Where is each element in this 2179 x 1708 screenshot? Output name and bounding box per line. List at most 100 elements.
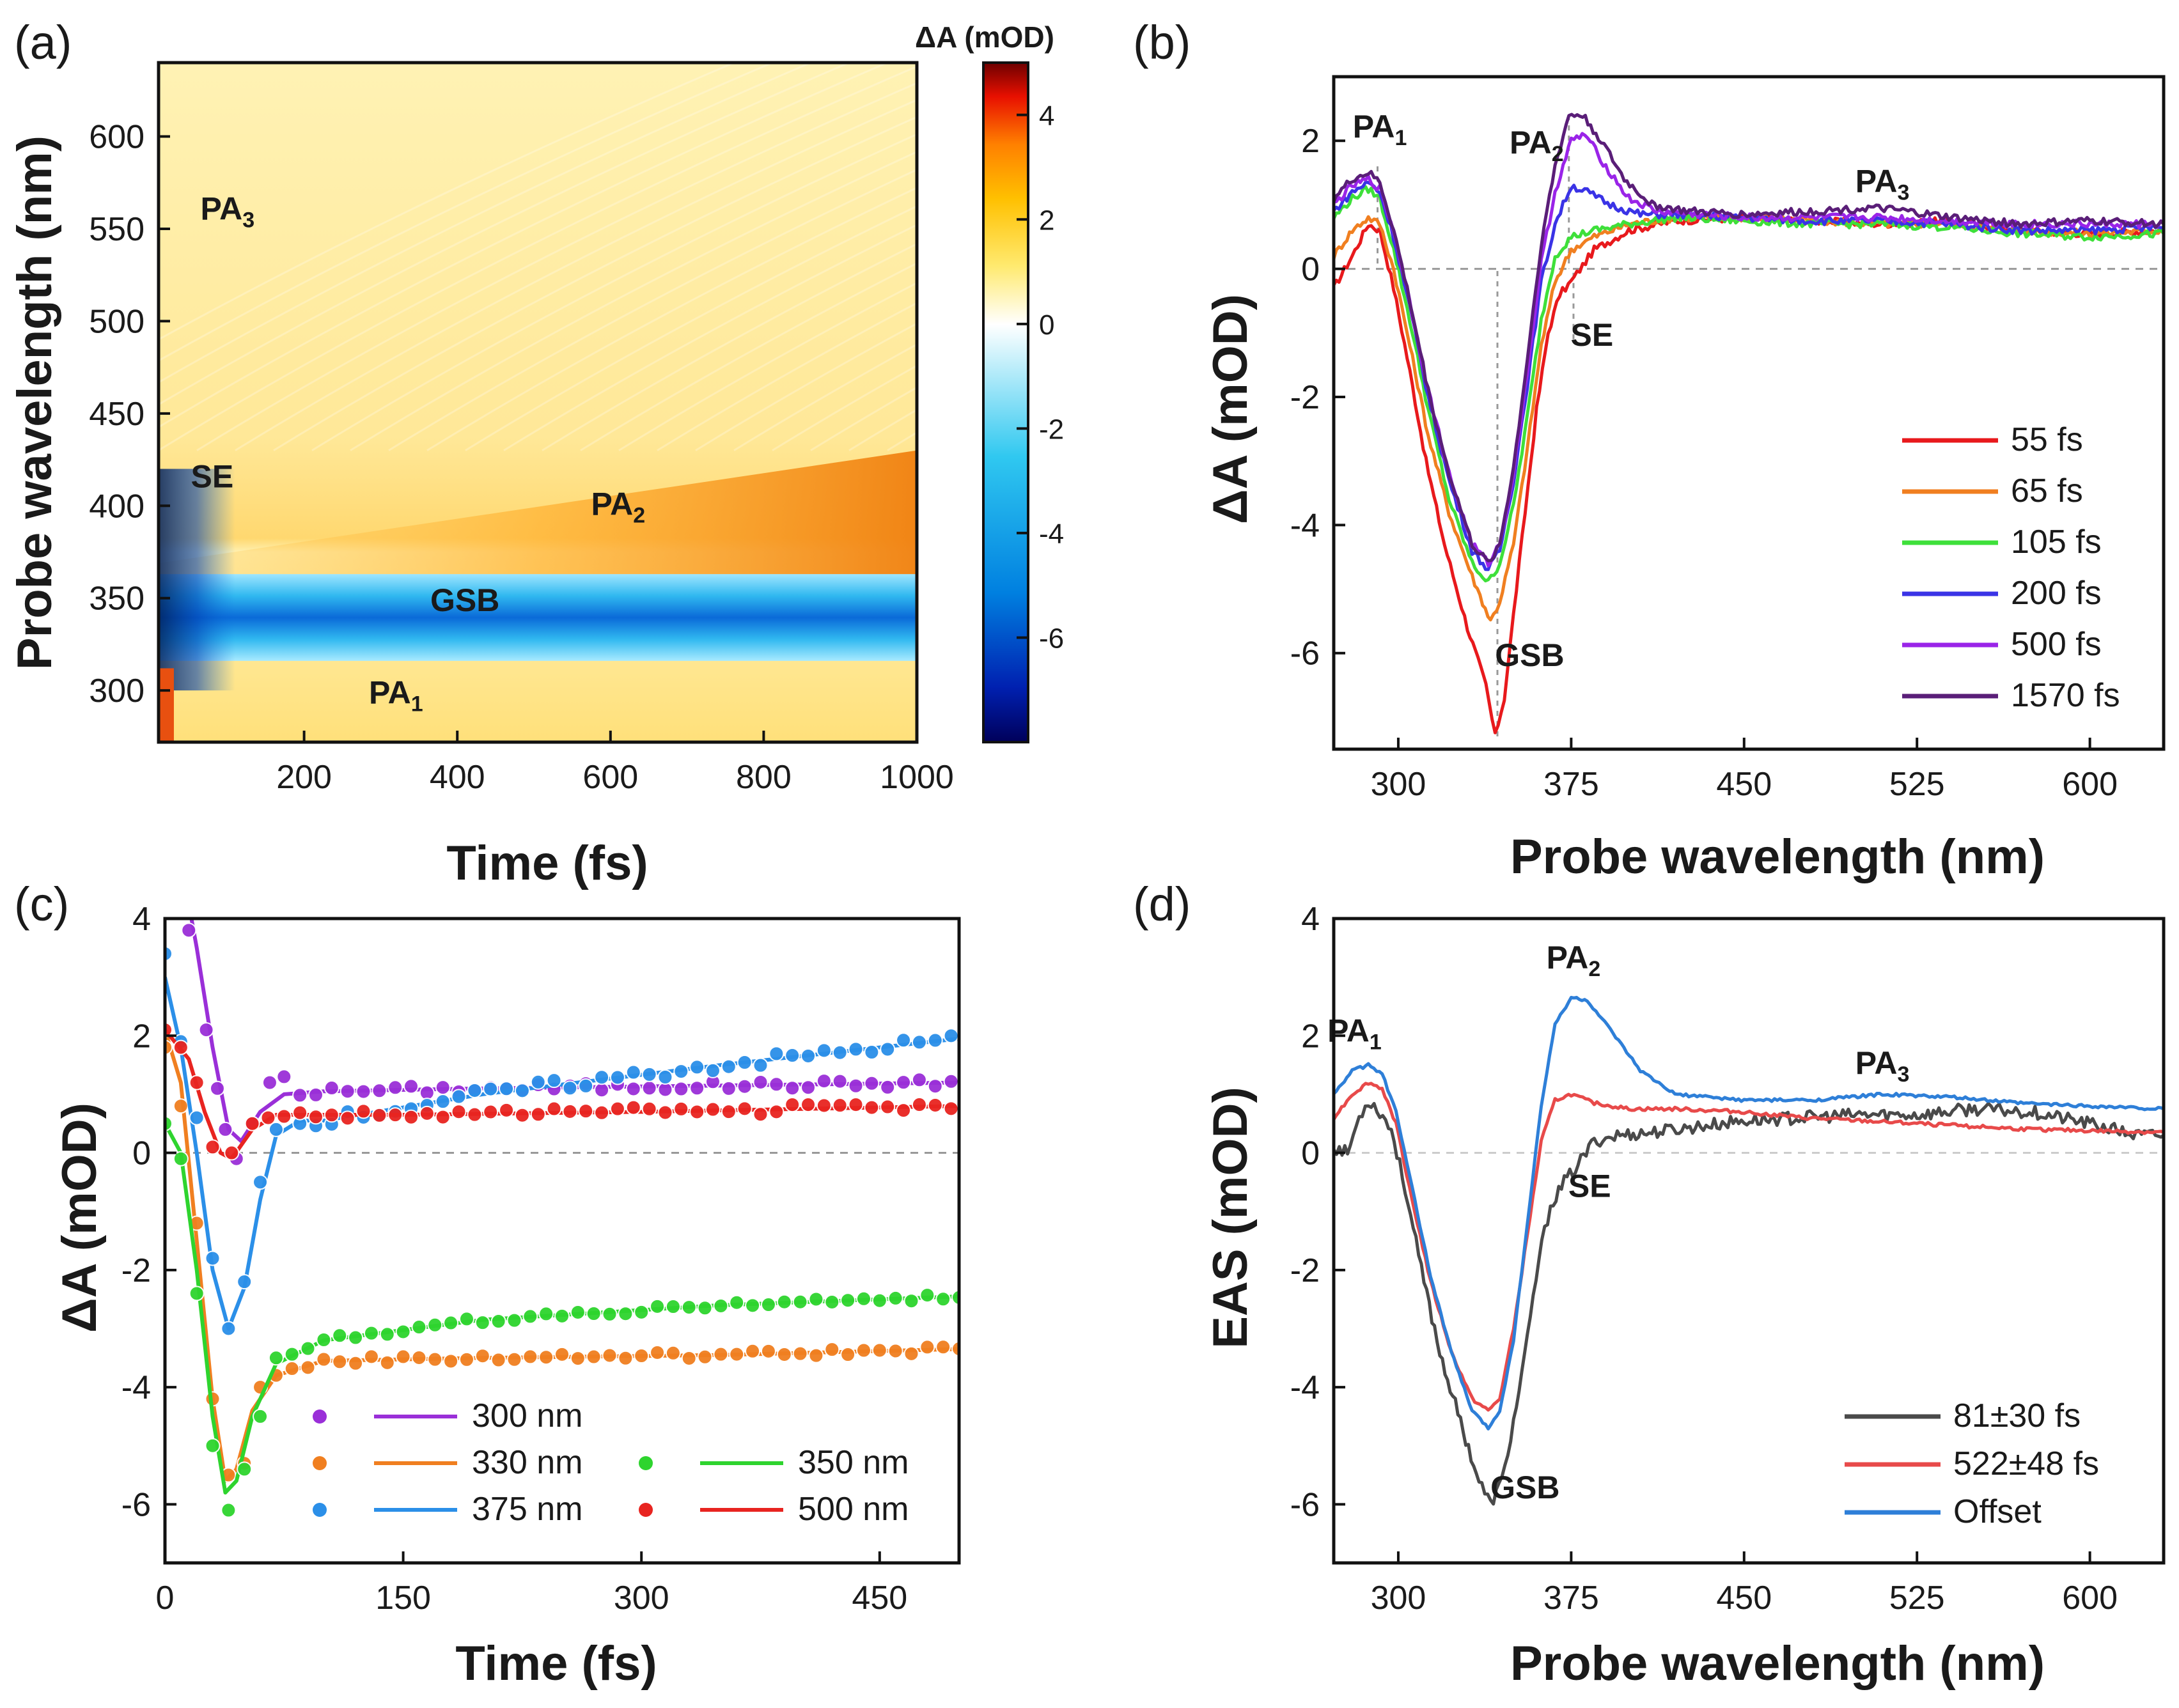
data-point (848, 1097, 864, 1113)
data-point (284, 1361, 300, 1377)
heatmap-streak (196, 82, 917, 451)
data-point (499, 1102, 515, 1118)
data-point (316, 1351, 332, 1367)
data-point (769, 1046, 785, 1062)
legend-label: Offset (1953, 1493, 2042, 1530)
x-tick-label: 600 (2062, 766, 2118, 803)
data-point (697, 1349, 713, 1365)
data-point (943, 1101, 959, 1117)
data-point (205, 1139, 221, 1155)
x-axis-title: Probe wavelength (nm) (1510, 830, 2045, 884)
data-point (737, 1055, 753, 1071)
data-point (760, 1297, 776, 1313)
data-point (435, 1109, 451, 1125)
colorbar-tick-label: 4 (1039, 100, 1054, 132)
data-point (634, 1304, 650, 1320)
annotation-text: SE (1568, 1168, 1611, 1204)
data-point (673, 1064, 689, 1080)
panel-label: (a) (14, 16, 72, 69)
data-point (332, 1328, 348, 1344)
colorbar-title: ΔA (mOD) (915, 20, 1054, 54)
data-point (880, 1041, 896, 1057)
heatmap-area (159, 63, 917, 742)
data-point (896, 1075, 912, 1091)
data-point (276, 1108, 292, 1124)
early-time-hot (159, 668, 174, 742)
data-point (205, 1438, 221, 1454)
data-point (578, 1103, 594, 1119)
data-point (753, 1106, 769, 1122)
plot-frame (157, 61, 919, 744)
data-point (189, 1285, 205, 1301)
data-point (205, 1250, 221, 1266)
heatmap-streak (235, 98, 917, 451)
fit-line (189, 919, 959, 1144)
y-tick-label: -4 (1290, 507, 1320, 544)
data-point (935, 1339, 951, 1355)
legend-label: 300 nm (472, 1397, 582, 1434)
data-point (562, 1103, 578, 1119)
data-point (801, 1097, 816, 1113)
legend-label: 522±48 fs (1953, 1445, 2099, 1482)
data-point (538, 1306, 554, 1322)
annotation-subscript: 3 (1898, 1062, 1910, 1087)
data-point (816, 1043, 832, 1059)
data-point (665, 1299, 681, 1315)
data-point (217, 1121, 233, 1137)
heatmap-streak (580, 262, 917, 451)
colorbar-tick-label: -6 (1039, 623, 1064, 654)
annotation-text: PA (200, 191, 242, 227)
legend-marker (313, 1503, 327, 1517)
annotation-label: PA3 (1855, 163, 1910, 205)
legend-label: 55 fs (2011, 421, 2083, 458)
data-point (443, 1353, 459, 1369)
data-point (522, 1308, 538, 1324)
y-tick-label: -2 (1290, 1252, 1320, 1289)
y-tick-label: -6 (1290, 635, 1320, 672)
data-point (570, 1351, 586, 1367)
data-point (903, 1346, 919, 1362)
early-time-region (159, 469, 235, 691)
annotation-label: PA1 (369, 674, 423, 716)
data-point (753, 1074, 769, 1090)
series-line (1334, 113, 2164, 563)
heatmap-streak (159, 63, 811, 384)
series-line (1334, 1101, 2164, 1506)
data-point (209, 1080, 225, 1096)
panel-d-eas: (d) 300 375 450 525 600-6-4-2024PA1PA2PA3SEG… (1133, 878, 2166, 1691)
data-point (586, 1349, 602, 1365)
x-tick-label: 450 (852, 1580, 907, 1617)
data-point (808, 1347, 824, 1363)
x-tick-label: 1000 (880, 759, 954, 796)
data-point (697, 1300, 713, 1316)
annotation-text: GSB (1490, 1470, 1559, 1505)
data-point (443, 1315, 459, 1331)
legend-label: 375 nm (472, 1491, 582, 1528)
legend-marker (639, 1503, 653, 1517)
annotation-label: GSB (1490, 1470, 1559, 1505)
annotation-label: PA2 (1510, 125, 1564, 166)
x-tick-label: 150 (375, 1580, 431, 1617)
y-tick-label: 2 (1301, 123, 1320, 160)
series-line (1334, 995, 2164, 1431)
legend-marker (313, 1456, 327, 1470)
data-point (911, 1097, 927, 1113)
x-tick-label: 600 (582, 759, 638, 796)
data-point (689, 1080, 705, 1096)
fit-line (165, 1122, 959, 1494)
heatmap-streak (657, 302, 917, 451)
annotation-label: SE (1568, 1168, 1611, 1204)
y-tick-label: 350 (89, 580, 144, 617)
data-point (657, 1069, 673, 1085)
data-point (483, 1081, 499, 1097)
data-point (189, 1075, 205, 1091)
data-point (260, 1110, 276, 1126)
data-point (371, 1083, 387, 1099)
annotation-label: PA3 (1855, 1045, 1910, 1087)
data-point (832, 1044, 848, 1060)
data-point (792, 1294, 808, 1310)
data-point (887, 1290, 903, 1306)
annotation-text: GSB (430, 582, 499, 618)
data-point (522, 1349, 538, 1365)
data-point (292, 1105, 308, 1121)
